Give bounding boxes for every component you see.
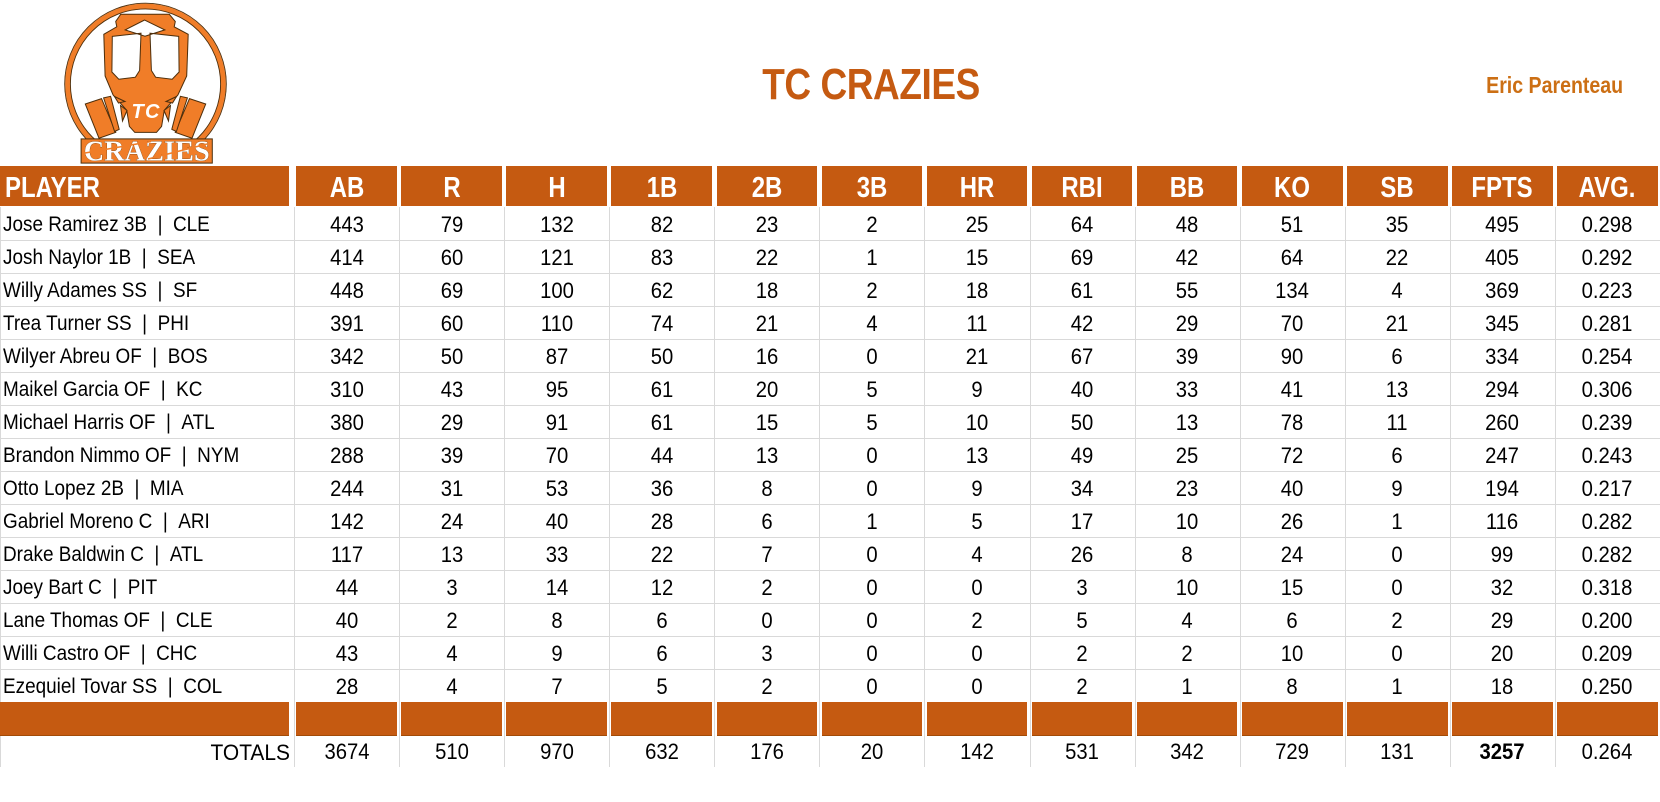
svg-text:TC: TC bbox=[132, 101, 161, 123]
svg-text:CRAZIES: CRAZIES bbox=[84, 136, 210, 166]
